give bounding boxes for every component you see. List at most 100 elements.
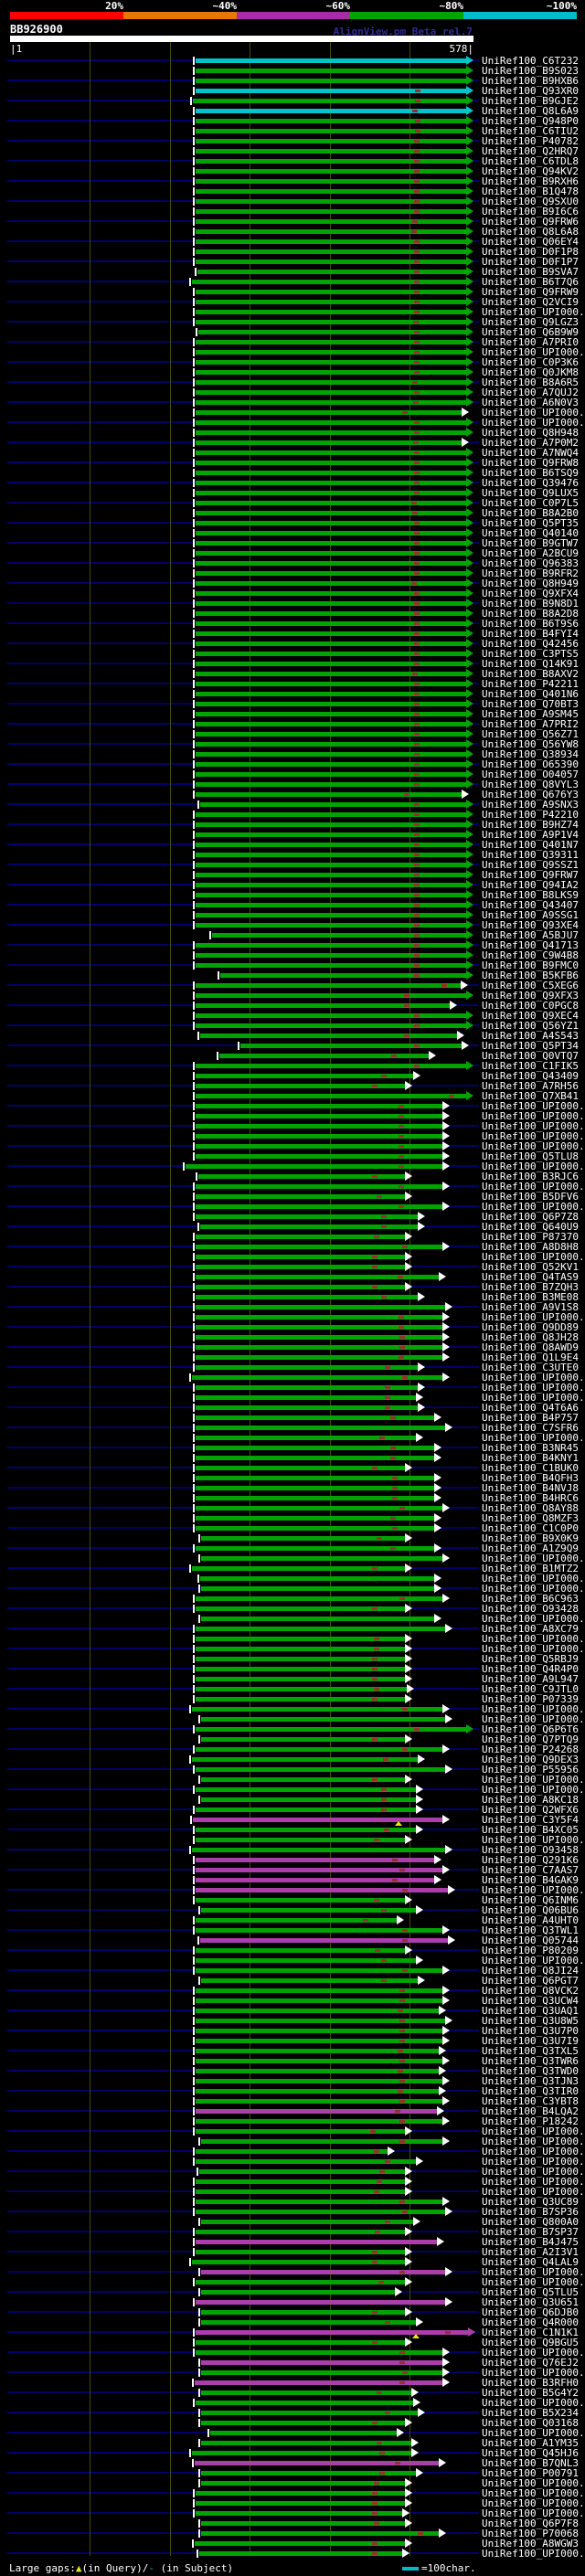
hit-bar[interactable]: [196, 591, 466, 596]
hit-label[interactable]: UniRef100_UPI000..: [482, 1251, 585, 1263]
hit-label[interactable]: UniRef100_Q94KV2: [482, 165, 579, 177]
hit-label[interactable]: UniRef100_O04057: [482, 769, 579, 780]
hit-bar[interactable]: [196, 953, 466, 958]
hit-label[interactable]: UniRef100_Q93XR0: [482, 85, 579, 97]
hit-label[interactable]: UniRef100_Q3TWL1: [482, 1924, 579, 1936]
hit-label[interactable]: UniRef100_Q5RBJ9: [482, 1653, 579, 1665]
hit-label[interactable]: UniRef100_A2BCU9: [482, 547, 579, 559]
hit-label[interactable]: UniRef100_UPI000..: [482, 1573, 585, 1585]
hit-bar[interactable]: [196, 1496, 434, 1500]
hit-label[interactable]: UniRef100_Q9SXU0: [482, 196, 579, 207]
hit-label[interactable]: UniRef100_Q9SSZ1: [482, 859, 579, 871]
hit-bar[interactable]: [196, 702, 466, 706]
hit-bar[interactable]: [196, 1355, 442, 1360]
hit-bar[interactable]: [196, 320, 466, 324]
hit-bar[interactable]: [201, 2531, 439, 2536]
hit-label[interactable]: UniRef100_Q948P0: [482, 115, 579, 127]
hit-label[interactable]: UniRef100_C0P3K6: [482, 356, 579, 368]
hit-label[interactable]: UniRef100_Q8JI24: [482, 1965, 579, 1977]
hit-label[interactable]: UniRef100_UPI000..: [482, 2477, 585, 2489]
hit-label[interactable]: UniRef100_Q03168: [482, 2417, 579, 2429]
hit-label[interactable]: UniRef100_UPI000..: [482, 1382, 585, 1394]
hit-bar[interactable]: [192, 1375, 442, 1380]
hit-bar[interactable]: [196, 1948, 405, 1953]
hit-bar[interactable]: [196, 822, 466, 827]
hit-bar[interactable]: [196, 451, 466, 455]
hit-label[interactable]: UniRef100_B9I6C6: [482, 206, 579, 217]
hit-label[interactable]: UniRef100_Q39311: [482, 849, 579, 861]
hit-bar[interactable]: [196, 2189, 405, 2194]
hit-bar[interactable]: [196, 963, 466, 968]
hit-label[interactable]: UniRef100_UPI000..: [482, 346, 585, 358]
hit-bar[interactable]: [196, 792, 462, 797]
hit-bar[interactable]: [196, 732, 466, 737]
hit-label[interactable]: UniRef100_UPI000..: [482, 2397, 585, 2409]
hit-label[interactable]: UniRef100_B1Q478: [482, 186, 579, 197]
hit-bar[interactable]: [196, 209, 466, 214]
hit-label[interactable]: UniRef100_B4NVJ8: [482, 1482, 579, 1494]
hit-label[interactable]: UniRef100_B5KFB6: [482, 970, 579, 981]
hit-label[interactable]: UniRef100_Q3U7I9: [482, 2035, 579, 2047]
hit-label[interactable]: UniRef100_Q3UC89: [482, 2196, 579, 2208]
hit-label[interactable]: UniRef100_Q3U7P0: [482, 2025, 579, 2037]
hit-bar[interactable]: [196, 1415, 434, 1420]
hit-label[interactable]: UniRef100_P70068: [482, 2528, 579, 2539]
hit-label[interactable]: UniRef100_UPI000..: [482, 2146, 585, 2157]
hit-label[interactable]: UniRef100_B7ZQH3: [482, 1281, 579, 1293]
hit-label[interactable]: UniRef100_Q05744: [482, 1935, 579, 1946]
hit-label[interactable]: UniRef100_Q5PT34: [482, 1040, 579, 1052]
hit-label[interactable]: UniRef100_P00791: [482, 2467, 579, 2479]
hit-label[interactable]: UniRef100_Q93XE4: [482, 919, 579, 931]
hit-bar[interactable]: [196, 1154, 442, 1159]
hit-bar[interactable]: [196, 1506, 442, 1511]
hit-label[interactable]: UniRef100_B9GJE2: [482, 95, 579, 107]
hit-bar[interactable]: [196, 832, 466, 837]
hit-bar[interactable]: [196, 1436, 416, 1440]
hit-label[interactable]: UniRef100_UPI000..: [482, 1955, 585, 1966]
hit-bar[interactable]: [196, 1325, 442, 1330]
hit-bar[interactable]: [201, 1586, 434, 1591]
hit-bar[interactable]: [196, 2059, 442, 2063]
hit-label[interactable]: UniRef100_Q401N6: [482, 688, 579, 700]
hit-label[interactable]: UniRef100_B3RFH0: [482, 2377, 579, 2389]
hit-label[interactable]: UniRef100_UPI000..: [482, 1633, 585, 1645]
hit-bar[interactable]: [196, 2240, 437, 2244]
hit-bar[interactable]: [196, 541, 466, 546]
hit-label[interactable]: UniRef100_B7SP36: [482, 2206, 579, 2218]
hit-label[interactable]: UniRef100_C3UTE0: [482, 1362, 579, 1373]
hit-label[interactable]: UniRef100_B5DFV6: [482, 1191, 579, 1203]
hit-label[interactable]: UniRef100_C5XEG6: [482, 980, 579, 991]
hit-bar[interactable]: [196, 712, 466, 716]
hit-label[interactable]: UniRef100_Q76EJ2: [482, 2357, 579, 2369]
hit-label[interactable]: UniRef100_Q800A0: [482, 2216, 579, 2228]
hit-label[interactable]: UniRef100_C1FIK5: [482, 1060, 579, 1072]
hit-bar[interactable]: [196, 340, 466, 345]
hit-label[interactable]: UniRef100_B3ME08: [482, 1291, 579, 1303]
hit-label[interactable]: UniRef100_Q9DD89: [482, 1321, 579, 1333]
hit-bar[interactable]: [196, 380, 466, 385]
hit-bar[interactable]: [193, 1818, 442, 1822]
hit-label[interactable]: UniRef100_UPI000..: [482, 417, 585, 429]
hit-bar[interactable]: [192, 1848, 445, 1852]
hit-bar[interactable]: [196, 1084, 405, 1088]
hit-label[interactable]: UniRef100_P42211: [482, 678, 579, 690]
hit-bar[interactable]: [200, 1938, 448, 1943]
hit-bar[interactable]: [196, 943, 466, 948]
hit-bar[interactable]: [196, 1285, 405, 1289]
hit-bar[interactable]: [196, 662, 466, 666]
hit-bar[interactable]: [196, 1013, 466, 1018]
hit-label[interactable]: UniRef100_A7PRI2: [482, 718, 579, 730]
hit-label[interactable]: UniRef100_Q8AY88: [482, 1502, 579, 1514]
hit-bar[interactable]: [186, 1164, 442, 1169]
hit-label[interactable]: UniRef100_P18242: [482, 2115, 579, 2127]
hit-label[interactable]: UniRef100_Q2HRQ7: [482, 145, 579, 157]
hit-label[interactable]: UniRef100_B9FMC0: [482, 959, 579, 971]
hit-bar[interactable]: [196, 430, 466, 435]
hit-bar[interactable]: [196, 1858, 434, 1862]
hit-bar[interactable]: [196, 1466, 405, 1470]
hit-label[interactable]: UniRef100_A1YM35: [482, 2437, 579, 2449]
hit-label[interactable]: UniRef100_Q43409: [482, 1070, 579, 1082]
hit-label[interactable]: UniRef100_Q9DEX3: [482, 1754, 579, 1765]
hit-label[interactable]: UniRef100_UPI000..: [482, 1120, 585, 1132]
hit-bar[interactable]: [196, 1767, 445, 1772]
